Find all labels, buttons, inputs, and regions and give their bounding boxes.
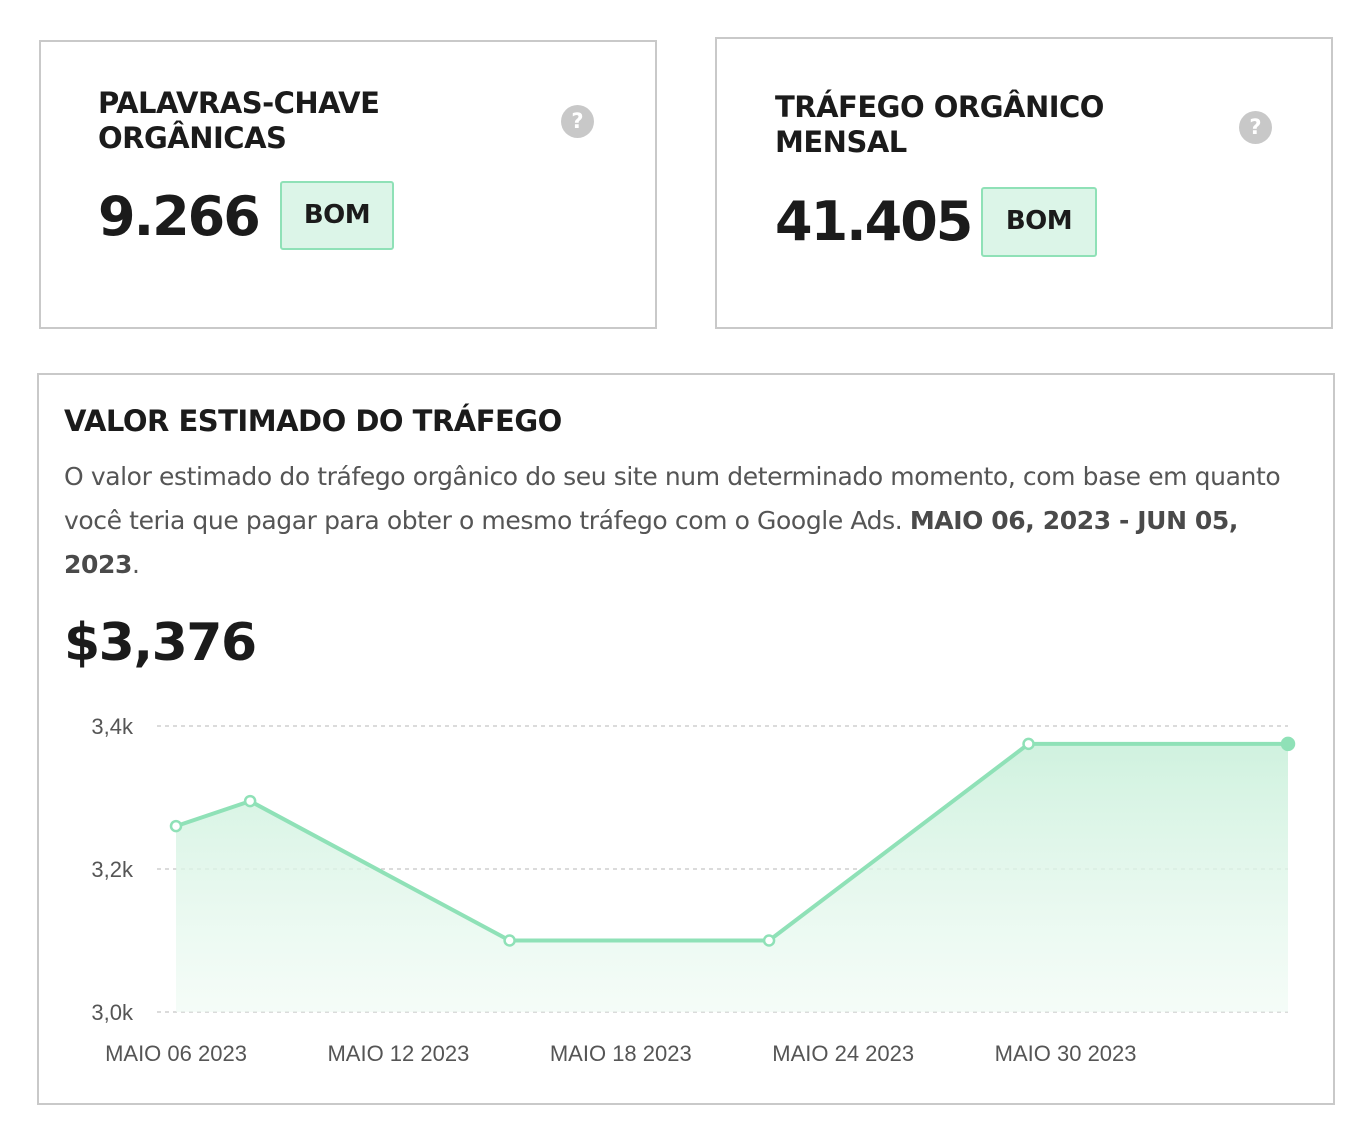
title-line-1: PALAVRAS-CHAVE [98, 86, 380, 120]
title-line-2: ORGÂNICAS [98, 121, 287, 155]
organic-keywords-title: PALAVRAS-CHAVE ORGÂNICAS [98, 86, 518, 156]
monthly-organic-traffic-card: TRÁFEGO ORGÂNICO MENSAL ? 41.405 BOM [715, 37, 1333, 329]
y-tick-label: 3,0k [91, 1000, 134, 1025]
data-point[interactable] [243, 794, 257, 808]
rating-badge: BOM [981, 187, 1097, 257]
description-period: . [131, 550, 140, 579]
data-point[interactable] [1022, 737, 1035, 751]
help-icon[interactable]: ? [561, 105, 594, 138]
x-tick-label: MAIO 18 2023 [550, 1041, 692, 1066]
x-tick-label: MAIO 24 2023 [772, 1041, 914, 1066]
data-point[interactable] [1280, 736, 1296, 752]
x-tick-label: MAIO 30 2023 [995, 1041, 1137, 1066]
organic-keywords-card: PALAVRAS-CHAVE ORGÂNICAS ? 9.266 BOM [39, 40, 657, 329]
x-tick-label: MAIO 12 2023 [327, 1041, 469, 1066]
description-text: O valor estimado do tráfego orgânico do … [64, 462, 1281, 535]
x-tick-label: MAIO 06 2023 [105, 1041, 247, 1066]
y-tick-label: 3,4k [91, 714, 134, 739]
data-point[interactable] [762, 934, 776, 947]
series-line [174, 741, 1290, 943]
rating-badge: BOM [280, 181, 394, 250]
monthly-organic-traffic-value: 41.405 [775, 190, 973, 253]
y-tick-label: 3,2k [91, 857, 134, 882]
title-line-2: MENSAL [775, 125, 907, 159]
title-line-1: TRÁFEGO ORGÂNICO [775, 90, 1104, 124]
help-icon[interactable]: ? [1239, 111, 1272, 144]
organic-keywords-value: 9.266 [98, 185, 261, 248]
data-point[interactable] [503, 934, 516, 947]
traffic-value-card: VALOR ESTIMADO DO TRÁFEGO O valor estima… [37, 373, 1335, 1105]
series-area [176, 743, 1288, 1012]
date-range: MAIO 06, 2023 - JUN 05, 2023 [64, 506, 1238, 579]
monthly-organic-traffic-title: TRÁFEGO ORGÂNICO MENSAL [775, 90, 1195, 160]
traffic-value-title: VALOR ESTIMADO DO TRÁFEGO [64, 404, 562, 438]
traffic-value-description: O valor estimado do tráfego orgânico do … [64, 455, 1304, 587]
data-point[interactable] [169, 819, 183, 833]
traffic-value-chart: 3,0k 3,2k 3,4k MAIO 06 2023 MAIO 12 2023 MAI… [91, 714, 1296, 1066]
traffic-value-amount: $3,376 [64, 613, 257, 673]
